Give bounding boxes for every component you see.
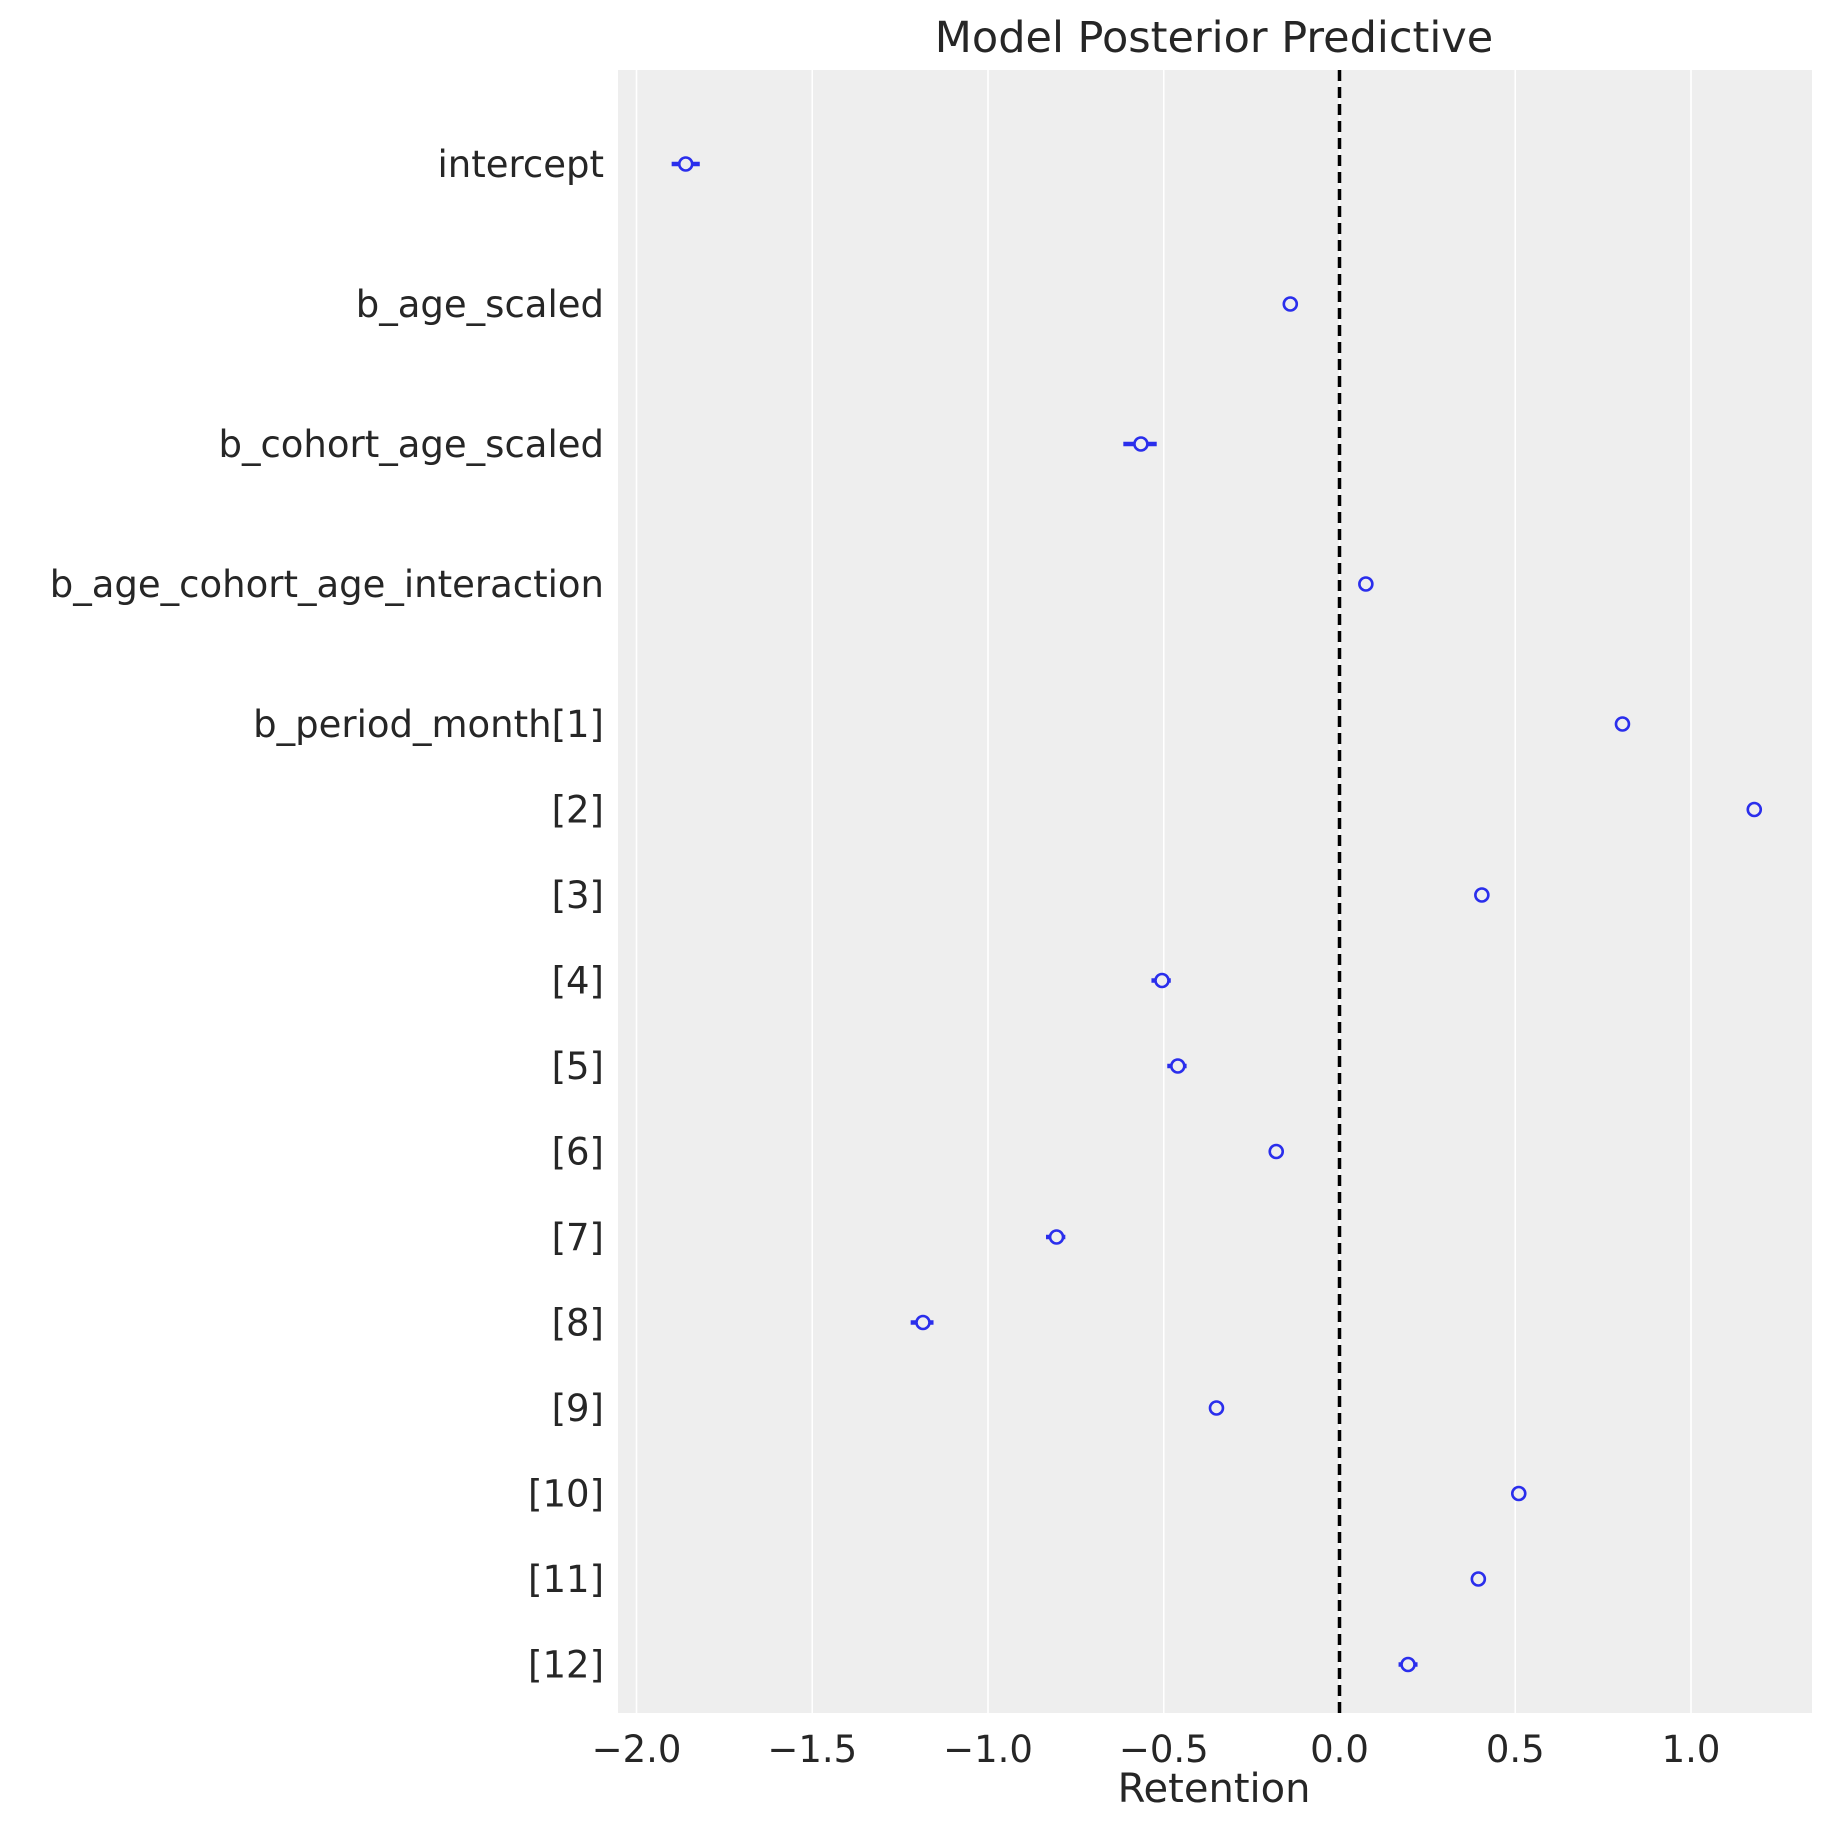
point-estimate	[1400, 1656, 1416, 1673]
y-tick-label: [2]	[552, 789, 604, 832]
y-tick-labels: intercept b_age_scaled b_cohort_age_scaled…	[50, 143, 604, 1687]
y-tick-label: [6]	[552, 1131, 604, 1174]
point-estimate	[1474, 887, 1490, 903]
x-tick-label: −0.5	[1119, 1728, 1209, 1771]
point-estimate	[1746, 801, 1763, 818]
x-tick-label: −2.0	[592, 1728, 682, 1771]
x-tick-labels: −2.0 −1.5 −1.0 −0.5 0.0 0.5 1.0	[592, 1728, 1721, 1771]
point-estimate	[1358, 576, 1374, 592]
point-estimate	[1614, 716, 1631, 732]
y-tick-label: [8]	[552, 1302, 604, 1345]
x-axis-title: Retention	[1118, 1766, 1311, 1812]
x-tick-label: 0.5	[1486, 1728, 1545, 1771]
x-tick-label: −1.5	[767, 1728, 857, 1771]
y-tick-label: intercept	[438, 143, 605, 186]
point-estimate	[1510, 1485, 1527, 1502]
point-estimate	[1170, 1058, 1186, 1074]
point-estimate	[1268, 1143, 1285, 1160]
point-estimate	[1282, 296, 1299, 312]
y-tick-label: [3]	[552, 874, 604, 917]
x-tick-label: 1.0	[1662, 1728, 1721, 1771]
point-estimate	[1208, 1400, 1225, 1416]
point-estimate	[915, 1314, 931, 1331]
point-estimate	[677, 156, 694, 172]
plot-background	[618, 70, 1812, 1713]
point-estimate	[1470, 1571, 1487, 1587]
y-tick-label: [7]	[552, 1216, 604, 1259]
y-tick-label: b_age_scaled	[356, 283, 604, 326]
point-estimate	[1154, 972, 1170, 989]
estimate-marks	[671, 156, 1763, 1673]
y-tick-label: b_age_cohort_age_interaction	[50, 563, 604, 606]
y-tick-label: [4]	[552, 960, 604, 1003]
y-tick-label: [9]	[552, 1387, 604, 1430]
y-tick-label: b_period_month[1]	[253, 703, 604, 746]
y-tick-label: b_cohort_age_scaled	[218, 423, 604, 466]
point-estimate	[1133, 436, 1149, 452]
point-estimate	[1048, 1229, 1065, 1245]
x-tick-label: 0.0	[1310, 1728, 1369, 1771]
chart-title: Model Posterior Predictive	[935, 13, 1493, 63]
y-tick-label: [10]	[528, 1473, 604, 1516]
y-tick-label: [11]	[528, 1558, 604, 1601]
x-tick-label: −1.0	[943, 1728, 1033, 1771]
y-tick-label: [12]	[528, 1644, 604, 1687]
y-tick-label: [5]	[552, 1045, 604, 1088]
